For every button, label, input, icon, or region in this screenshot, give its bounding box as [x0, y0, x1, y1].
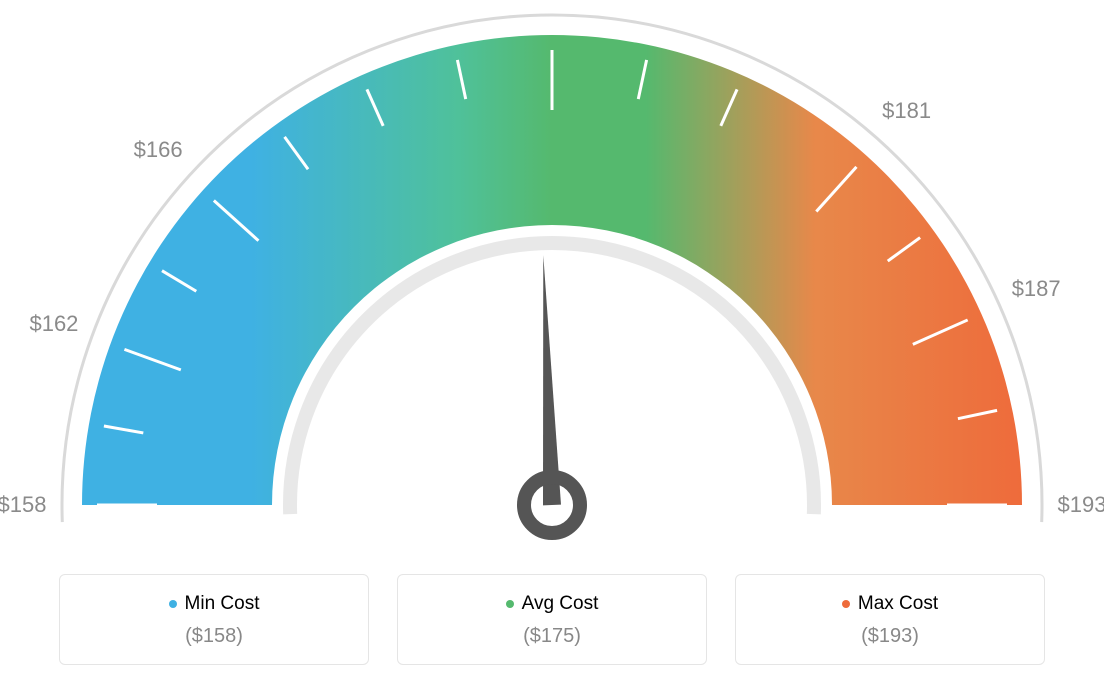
legend-card-min: Min Cost ($158) [59, 574, 369, 665]
legend-value-max: ($193) [746, 625, 1034, 648]
gauge-tick-label: $193 [1058, 492, 1104, 518]
legend-dot-max [842, 600, 850, 608]
gauge-svg [0, 0, 1104, 560]
cost-gauge-chart: $158$162$166$175$181$187$193 Min Cost ($… [0, 0, 1104, 690]
legend-title-avg-text: Avg Cost [522, 593, 599, 615]
legend-card-avg: Avg Cost ($175) [397, 574, 707, 665]
legend-dot-avg [506, 600, 514, 608]
legend-title-min-text: Min Cost [185, 593, 260, 615]
legend-card-max: Max Cost ($193) [735, 574, 1045, 665]
legend-value-min: ($158) [70, 625, 358, 648]
legend-row: Min Cost ($158) Avg Cost ($175) Max Cost… [0, 574, 1104, 665]
legend-title-avg: Avg Cost [506, 593, 599, 615]
gauge-tick-label: $162 [29, 311, 78, 337]
legend-title-max: Max Cost [842, 593, 938, 615]
gauge-tick-label: $166 [134, 137, 183, 163]
gauge-tick-label: $158 [0, 492, 46, 518]
gauge-area: $158$162$166$175$181$187$193 [0, 0, 1104, 560]
legend-title-min: Min Cost [169, 593, 260, 615]
legend-dot-min [169, 600, 177, 608]
legend-title-max-text: Max Cost [858, 593, 938, 615]
gauge-tick-label: $181 [882, 98, 931, 124]
gauge-tick-label: $187 [1012, 276, 1061, 302]
legend-value-avg: ($175) [408, 625, 696, 648]
